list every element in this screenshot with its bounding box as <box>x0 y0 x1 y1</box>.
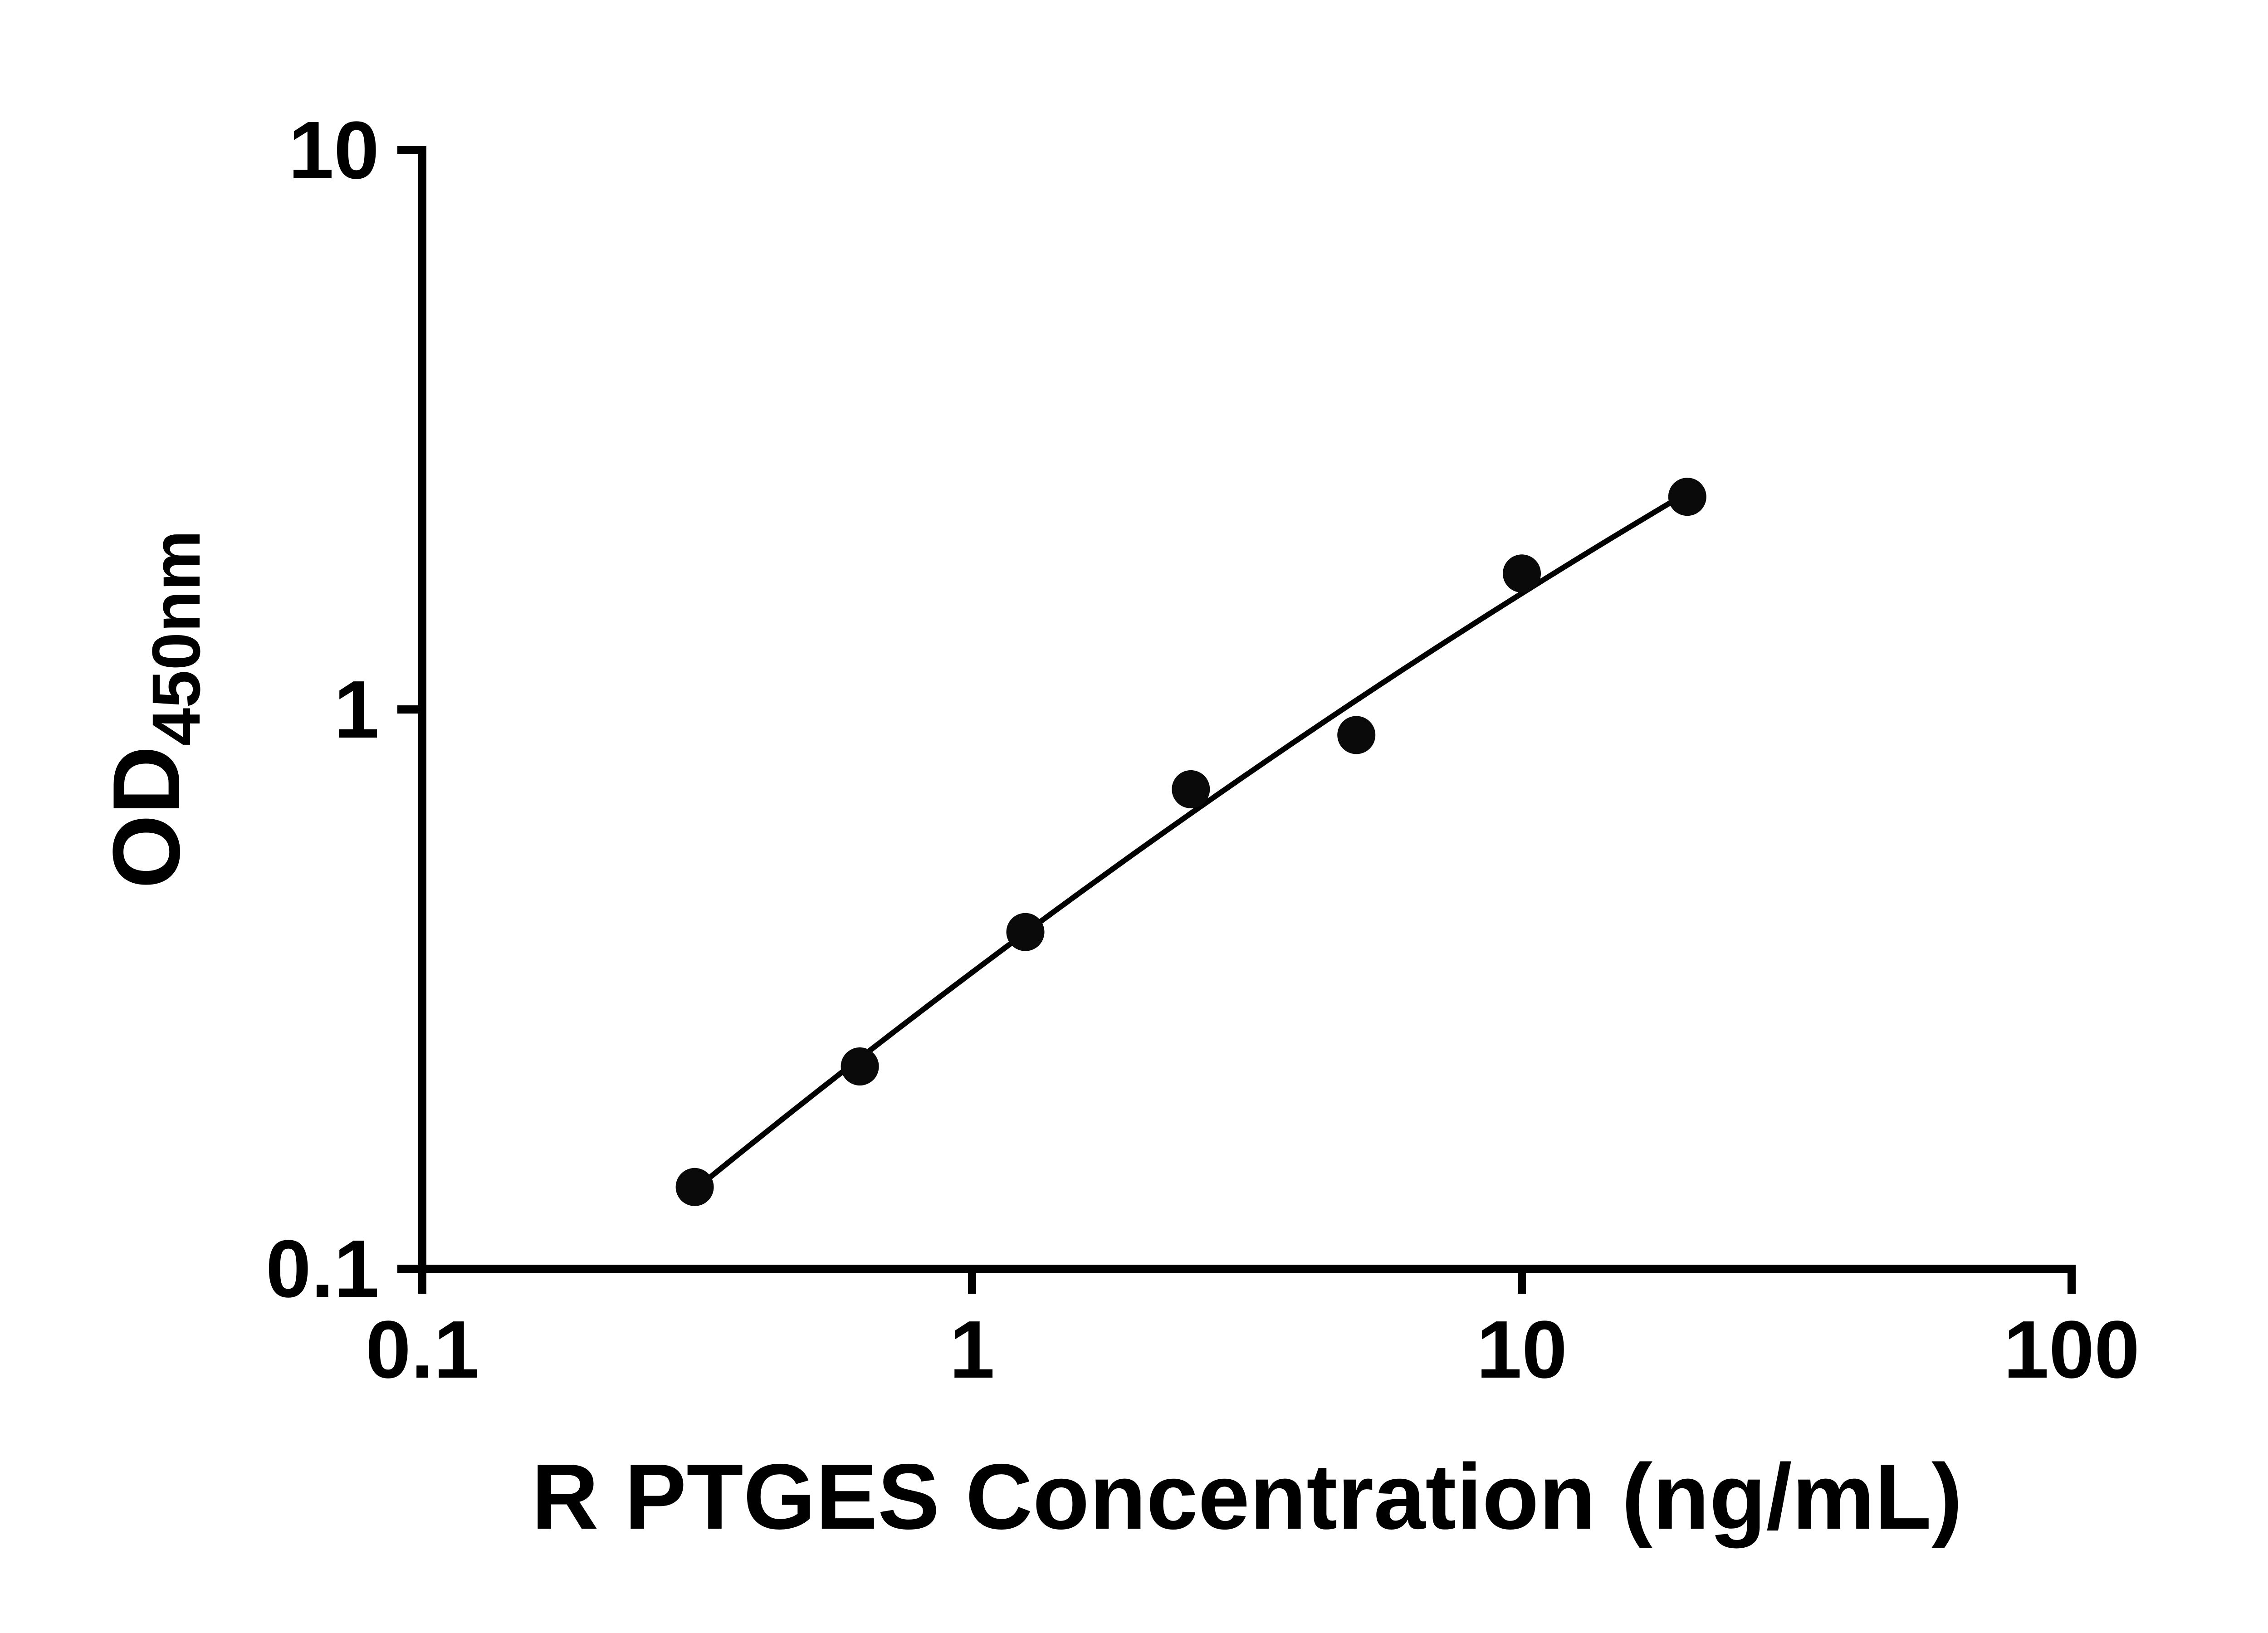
data-point <box>1668 478 1706 516</box>
y-axis-title-subscript: 450nm <box>138 530 214 746</box>
data-point <box>1006 913 1045 951</box>
y-axis-title-main: OD <box>93 746 200 889</box>
x-axis-title: R PTGES Concentration (ng/mL) <box>532 1445 1963 1549</box>
y-tick-label: 0.1 <box>266 1223 379 1315</box>
x-tick-label: 10 <box>1476 1304 1567 1395</box>
y-axis-title: OD450nm <box>93 530 214 889</box>
series-group <box>675 478 1706 1206</box>
data-point <box>841 1047 879 1085</box>
y-tick-label: 1 <box>334 664 379 755</box>
data-point <box>1503 554 1541 593</box>
x-tick-label: 1 <box>949 1304 995 1395</box>
data-point <box>675 1168 714 1206</box>
fit-curve <box>692 490 1690 1193</box>
x-tick-label: 0.1 <box>366 1304 479 1395</box>
data-point <box>1337 716 1376 754</box>
axes-group: 0.1 1 10 100 0.1 1 10 <box>266 105 2140 1395</box>
y-tick-label: 10 <box>288 105 379 196</box>
x-tick-label: 100 <box>2004 1304 2140 1395</box>
data-point <box>1172 770 1210 808</box>
